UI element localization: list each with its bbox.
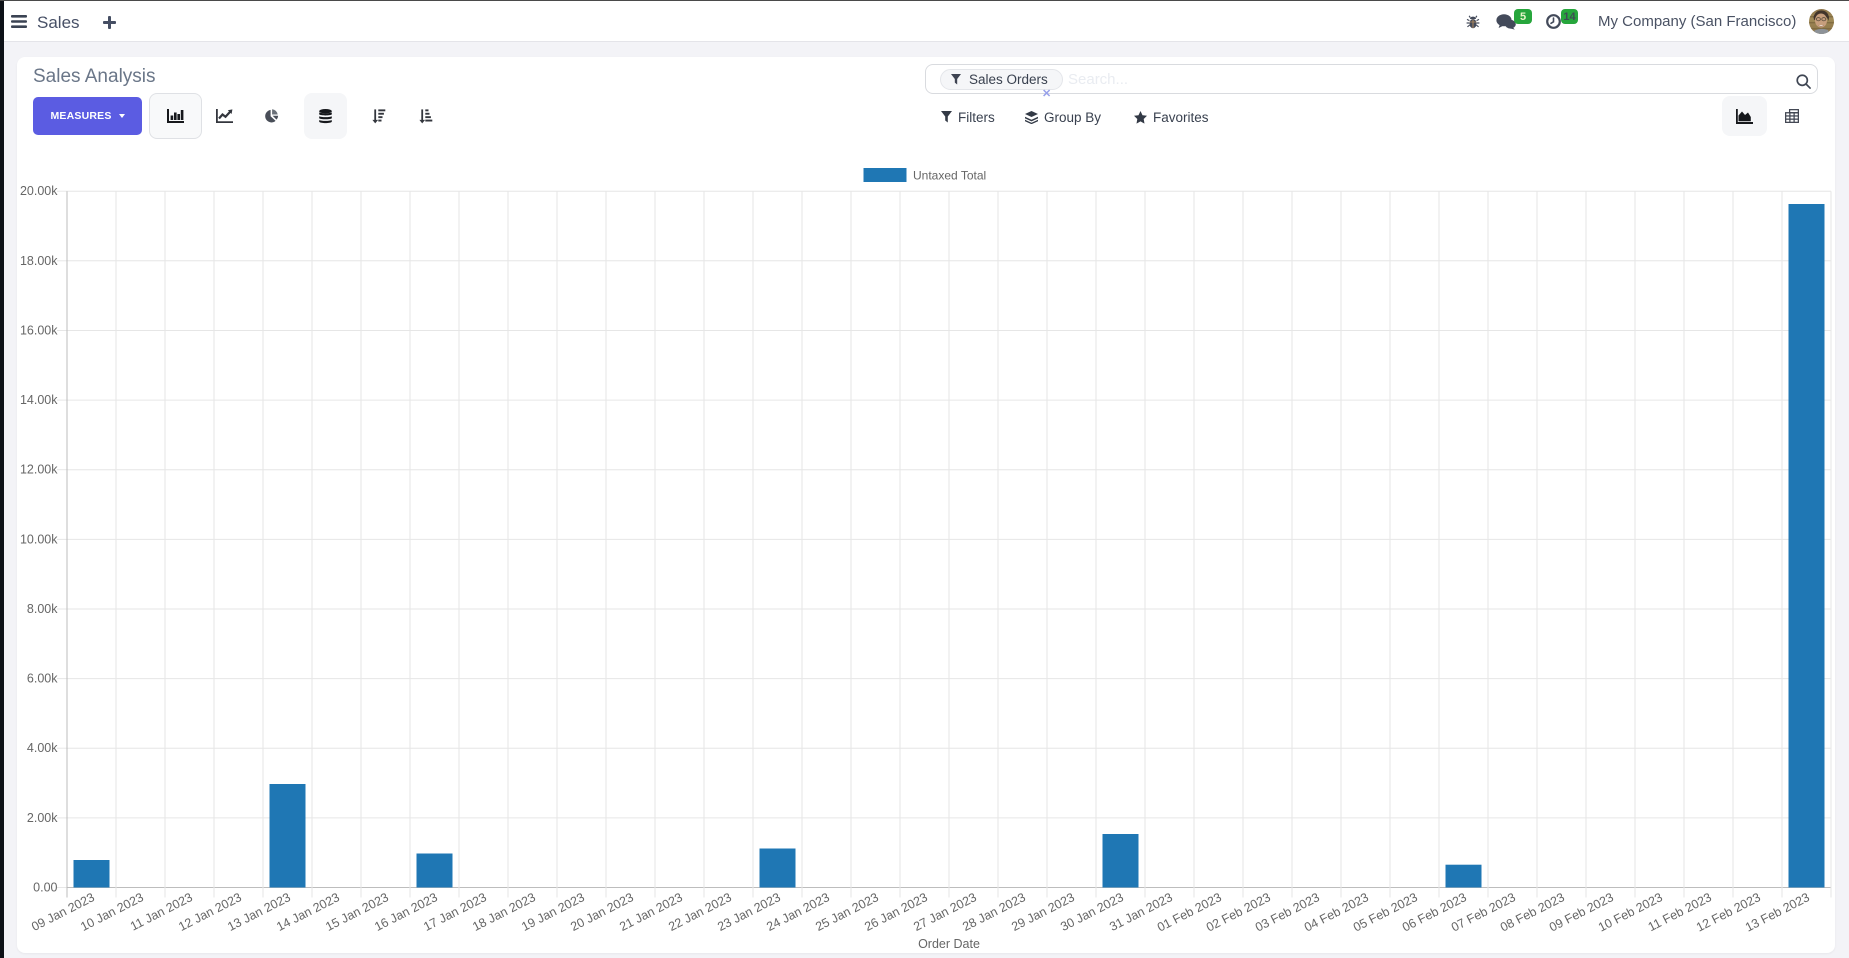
svg-text:18.00k: 18.00k <box>20 254 58 268</box>
svg-text:10.00k: 10.00k <box>20 532 58 546</box>
svg-text:16.00k: 16.00k <box>20 324 58 338</box>
svg-text:2.00k: 2.00k <box>27 811 58 825</box>
svg-text:4.00k: 4.00k <box>27 741 58 755</box>
svg-text:8.00k: 8.00k <box>27 602 58 616</box>
svg-text:20.00k: 20.00k <box>20 184 58 198</box>
svg-text:6.00k: 6.00k <box>27 672 58 686</box>
svg-text:Order Date: Order Date <box>918 937 980 951</box>
svg-text:Untaxed Total: Untaxed Total <box>913 169 986 183</box>
svg-text:14.00k: 14.00k <box>20 393 58 407</box>
svg-text:12.00k: 12.00k <box>20 463 58 477</box>
svg-text:0.00: 0.00 <box>33 881 57 895</box>
